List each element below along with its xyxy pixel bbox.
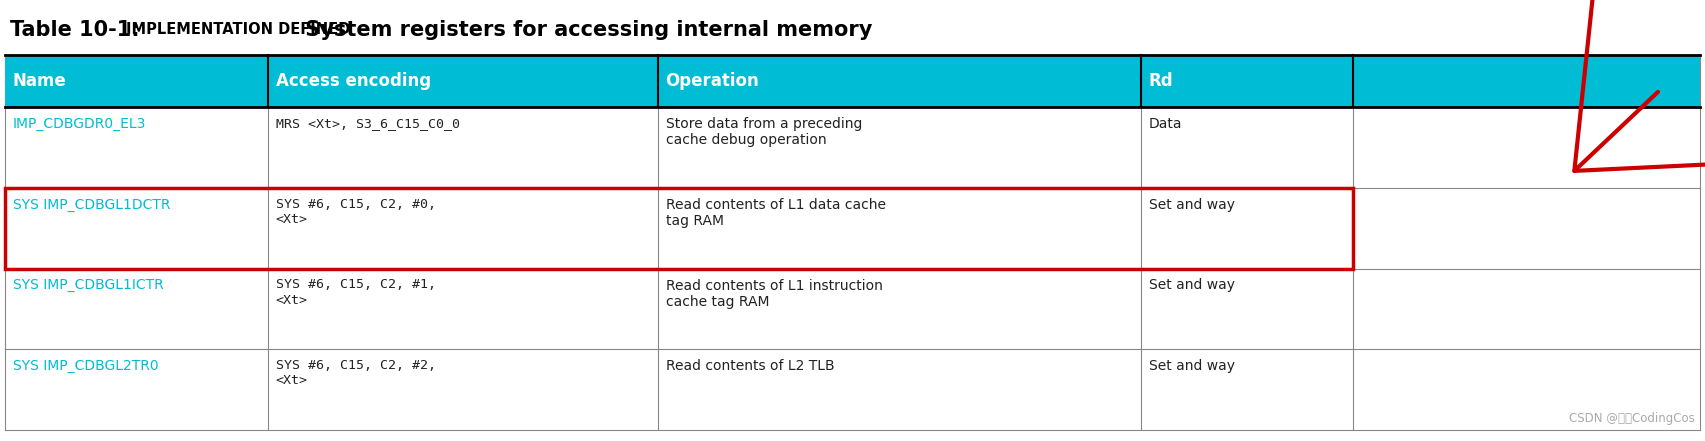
- Text: Set and way: Set and way: [1149, 198, 1234, 212]
- Bar: [5, 188, 1352, 269]
- Text: Access encoding: Access encoding: [276, 72, 431, 90]
- Text: Set and way: Set and way: [1149, 359, 1234, 373]
- Text: Set and way: Set and way: [1149, 279, 1234, 292]
- Text: SYS IMP_CDBGL2TR0: SYS IMP_CDBGL2TR0: [14, 359, 159, 373]
- Text: MRS <Xt>, S3_6_C15_C0_0: MRS <Xt>, S3_6_C15_C0_0: [276, 117, 460, 130]
- Text: SYS #6, C15, C2, #2,
<Xt>: SYS #6, C15, C2, #2, <Xt>: [276, 359, 436, 387]
- Text: IMP_CDBGDR0_EL3: IMP_CDBGDR0_EL3: [14, 117, 147, 131]
- Text: SYS #6, C15, C2, #0,
<Xt>: SYS #6, C15, C2, #0, <Xt>: [276, 198, 436, 226]
- Text: Operation: Operation: [665, 72, 759, 90]
- Text: Name: Name: [14, 72, 66, 90]
- Text: Read contents of L1 instruction
cache tag RAM: Read contents of L1 instruction cache ta…: [665, 279, 883, 309]
- Text: Read contents of L1 data cache
tag RAM: Read contents of L1 data cache tag RAM: [665, 198, 885, 228]
- Text: Table 10-1:: Table 10-1:: [10, 20, 147, 40]
- Text: System registers for accessing internal memory: System registers for accessing internal …: [298, 20, 873, 40]
- Text: SYS IMP_CDBGL1DCTR: SYS IMP_CDBGL1DCTR: [14, 198, 170, 212]
- Text: Rd: Rd: [1149, 72, 1173, 90]
- Bar: [5, 55, 1700, 107]
- Text: Store data from a preceding
cache debug operation: Store data from a preceding cache debug …: [665, 117, 863, 147]
- Text: Data: Data: [1149, 117, 1182, 131]
- Text: SYS #6, C15, C2, #1,
<Xt>: SYS #6, C15, C2, #1, <Xt>: [276, 279, 436, 306]
- Text: SYS IMP_CDBGL1ICTR: SYS IMP_CDBGL1ICTR: [14, 279, 164, 292]
- Text: CSDN @主公CodingCos: CSDN @主公CodingCos: [1569, 412, 1695, 425]
- Text: Read contents of L2 TLB: Read contents of L2 TLB: [665, 359, 834, 373]
- Text: IMPLEMENTATION DEFINED: IMPLEMENTATION DEFINED: [126, 22, 350, 37]
